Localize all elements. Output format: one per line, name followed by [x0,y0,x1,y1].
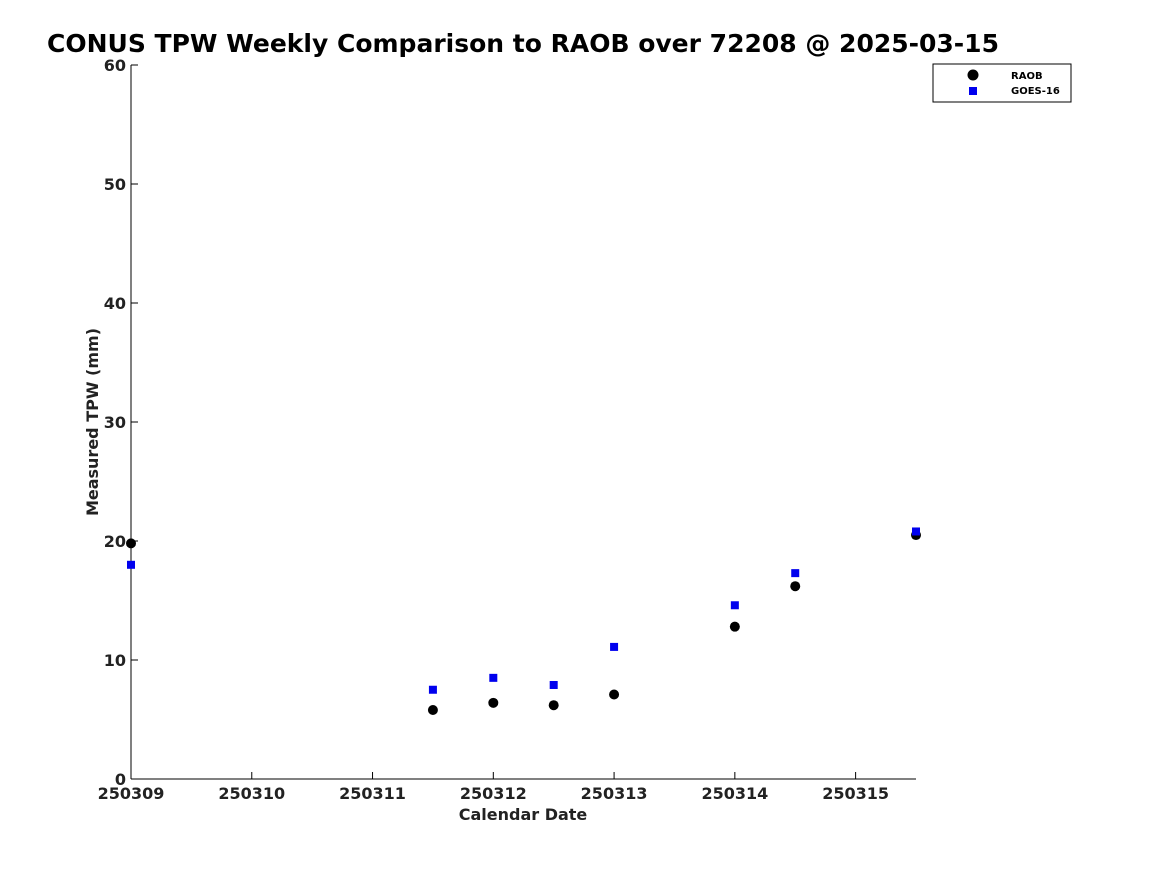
goes16-point [912,527,920,536]
x-tick-label: 250315 [822,784,889,803]
legend-label-goes16: GOES-16 [1011,86,1060,97]
y-axis-label: Measured TPW (mm) [83,328,102,516]
raob-point [126,538,136,549]
chart-title: CONUS TPW Weekly Comparison to RAOB over… [47,29,999,58]
goes16-point [428,685,437,694]
data-points [126,527,921,715]
goes16-point [549,680,558,689]
y-tick-label: 20 [104,532,126,551]
raob-point [548,700,559,711]
x-tick-label: 250314 [701,784,768,803]
raob-point [488,697,499,708]
raob-point [427,704,438,715]
x-tick-label: 250309 [98,784,165,803]
legend-box [932,63,1072,103]
goes16-point [791,569,800,578]
raob-point [790,581,801,592]
x-tick-label: 250313 [581,784,648,803]
x-axis-label: Calendar Date [459,805,588,824]
raob-point [609,689,620,700]
y-tick-label: 50 [104,175,126,194]
legend-marker-raob [967,69,979,81]
x-tick-label: 250311 [339,784,406,803]
goes16-point [489,673,498,682]
goes16-point [127,560,135,569]
x-ticks: 250309 250310 250311 250312 250313 250314 2503… [98,772,889,803]
y-ticks: 0 10 20 30 40 50 60 [104,56,138,789]
raob-point [729,621,740,632]
y-tick-label: 10 [104,651,126,670]
y-tick-label: 30 [104,413,126,432]
goes16-point [610,642,619,651]
legend: RAOB GOES-16 [932,63,1072,103]
legend-marker-goes16 [969,87,977,95]
y-tick-label: 40 [104,294,126,313]
x-tick-label: 250312 [460,784,527,803]
y-tick-label: 60 [104,56,126,75]
goes16-point [730,601,739,610]
y-tick-label: 0 [115,770,126,789]
x-tick-label: 250310 [218,784,285,803]
legend-label-raob: RAOB [1011,71,1043,82]
